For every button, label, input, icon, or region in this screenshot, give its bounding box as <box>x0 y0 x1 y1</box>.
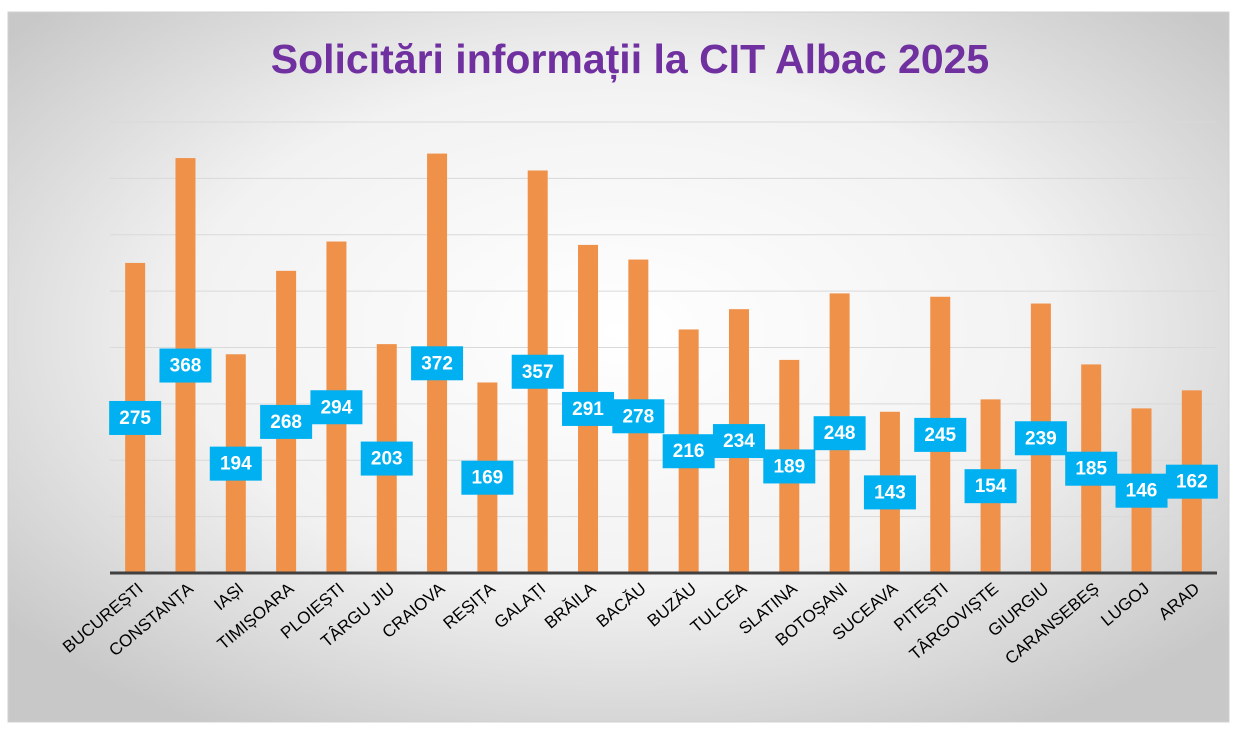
data-label-box <box>511 354 564 389</box>
data-label: 275 <box>109 400 162 435</box>
data-label: 357 <box>511 354 564 389</box>
data-label-box <box>360 441 413 476</box>
data-label-box <box>712 424 765 459</box>
chart-background <box>7 11 1230 723</box>
data-label-text: 294 <box>321 397 353 418</box>
data-label-text: 189 <box>773 456 805 477</box>
data-label-box <box>260 404 313 439</box>
data-label-text: 162 <box>1176 472 1208 493</box>
data-label-box <box>461 460 514 495</box>
data-label-box <box>863 475 916 510</box>
data-label: 169 <box>461 460 514 495</box>
data-label-text: 248 <box>824 423 856 444</box>
data-label-box <box>411 346 464 381</box>
data-label: 189 <box>763 449 816 484</box>
data-label: 239 <box>1014 421 1067 456</box>
data-label-text: 143 <box>874 482 906 503</box>
chart-title: Solicitări informații la CIT Albac 2025 <box>271 36 989 82</box>
data-label-box <box>1115 473 1168 508</box>
data-label-box <box>914 417 967 452</box>
data-label-text: 234 <box>723 431 755 452</box>
data-label: 146 <box>1115 473 1168 508</box>
data-label-box <box>562 391 615 426</box>
data-label-text: 239 <box>1025 428 1057 449</box>
data-label-text: 291 <box>572 399 604 420</box>
data-label-text: 372 <box>421 353 453 374</box>
data-label: 234 <box>712 424 765 459</box>
data-label-box <box>1065 451 1118 486</box>
data-label-box <box>310 390 363 425</box>
data-label: 372 <box>411 346 464 381</box>
data-label: 248 <box>813 416 866 451</box>
data-label-text: 169 <box>472 468 504 489</box>
data-label-text: 245 <box>924 425 956 446</box>
data-label-box <box>964 469 1017 504</box>
data-label: 291 <box>562 391 615 426</box>
data-label-text: 216 <box>673 441 705 462</box>
data-label: 216 <box>662 434 715 469</box>
data-label-text: 203 <box>371 449 403 470</box>
data-label-box <box>1014 421 1067 456</box>
data-label-text: 185 <box>1075 459 1107 480</box>
data-label: 294 <box>310 390 363 425</box>
data-label: 162 <box>1165 464 1218 499</box>
data-label: 154 <box>964 469 1017 504</box>
data-label-box <box>159 348 212 383</box>
data-label: 368 <box>159 348 212 383</box>
data-label-box <box>612 399 665 434</box>
data-label: 143 <box>863 475 916 510</box>
data-label-text: 154 <box>975 476 1007 497</box>
data-label: 194 <box>209 446 262 481</box>
data-label-box <box>109 400 162 435</box>
data-label-box <box>763 449 816 484</box>
data-label: 245 <box>914 417 967 452</box>
data-label-text: 194 <box>220 454 252 475</box>
data-label: 278 <box>612 399 665 434</box>
data-label-box <box>209 446 262 481</box>
data-label: 203 <box>360 441 413 476</box>
data-label-text: 146 <box>1126 481 1158 502</box>
data-label-box <box>662 434 715 469</box>
data-label-text: 275 <box>119 408 151 429</box>
data-label: 268 <box>260 404 313 439</box>
data-label-text: 368 <box>170 356 202 377</box>
data-label-box <box>813 416 866 451</box>
data-label: 185 <box>1065 451 1118 486</box>
data-label-text: 278 <box>622 406 654 427</box>
data-label-box <box>1165 464 1218 499</box>
data-label-text: 357 <box>522 362 554 383</box>
data-label-text: 268 <box>270 412 302 433</box>
